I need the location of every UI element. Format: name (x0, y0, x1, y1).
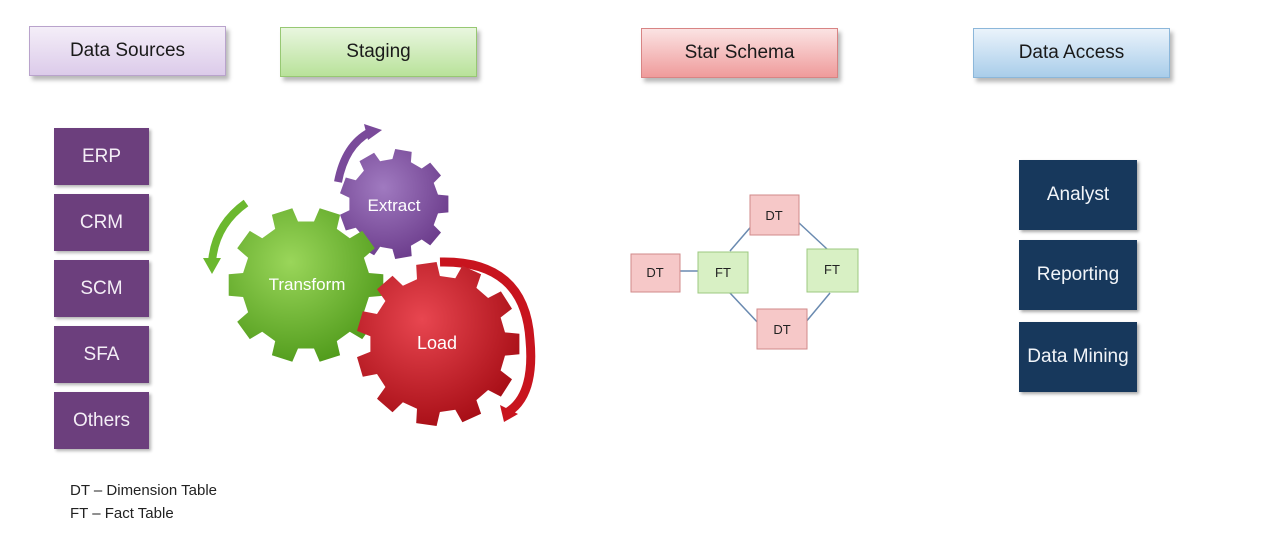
source-others: Others (54, 392, 149, 449)
connector-dt-bottom-ft (804, 292, 831, 324)
header-star-schema: Star Schema (641, 28, 838, 78)
extract-gear (340, 149, 449, 259)
transform-arrow-head (203, 258, 221, 274)
source-scm: SCM (54, 260, 149, 317)
access-analyst: Analyst (1019, 160, 1137, 230)
ft-label-left: FT (715, 265, 731, 280)
transform-gear-shape (228, 208, 384, 362)
connector-dt-top-ft (797, 221, 828, 250)
ft-label-right: FT (824, 262, 840, 277)
extract-arrow-head (364, 124, 382, 140)
dt-label-bottom: DT (773, 322, 790, 337)
load-gear-shape (357, 262, 520, 426)
star-schema-diagram: DT FT DT FT DT (630, 194, 859, 350)
transform-gear (228, 208, 384, 362)
dt-label-top: DT (765, 208, 782, 223)
transform-arrow (208, 199, 249, 263)
access-data-mining: Data Mining (1019, 322, 1137, 392)
extract-arrow (334, 128, 373, 183)
header-data-sources: Data Sources (29, 26, 226, 76)
dt-label-left: DT (646, 265, 663, 280)
extract-label: Extract (368, 196, 421, 215)
ft-box-left (697, 251, 749, 294)
header-data-access: Data Access (973, 28, 1170, 78)
load-arrow-head (500, 405, 518, 422)
load-label: Load (417, 333, 457, 353)
legend-dt: DT – Dimension Table (70, 482, 218, 499)
dt-box-left (630, 253, 681, 293)
load-arrow (439, 257, 536, 416)
load-gear (357, 262, 520, 426)
extract-gear-shape (340, 149, 449, 259)
source-erp: ERP (54, 128, 149, 185)
dt-box-top (749, 194, 800, 236)
dt-box-bottom (756, 308, 808, 350)
connector-ft-dt-bottom (729, 292, 761, 326)
ft-box-right (806, 248, 859, 293)
source-crm: CRM (54, 194, 149, 251)
access-reporting: Reporting (1019, 240, 1137, 310)
legend-ft: FT – Fact Table (70, 505, 174, 522)
source-sfa: SFA (54, 326, 149, 383)
header-staging: Staging (280, 27, 477, 77)
transform-label: Transform (269, 275, 346, 294)
